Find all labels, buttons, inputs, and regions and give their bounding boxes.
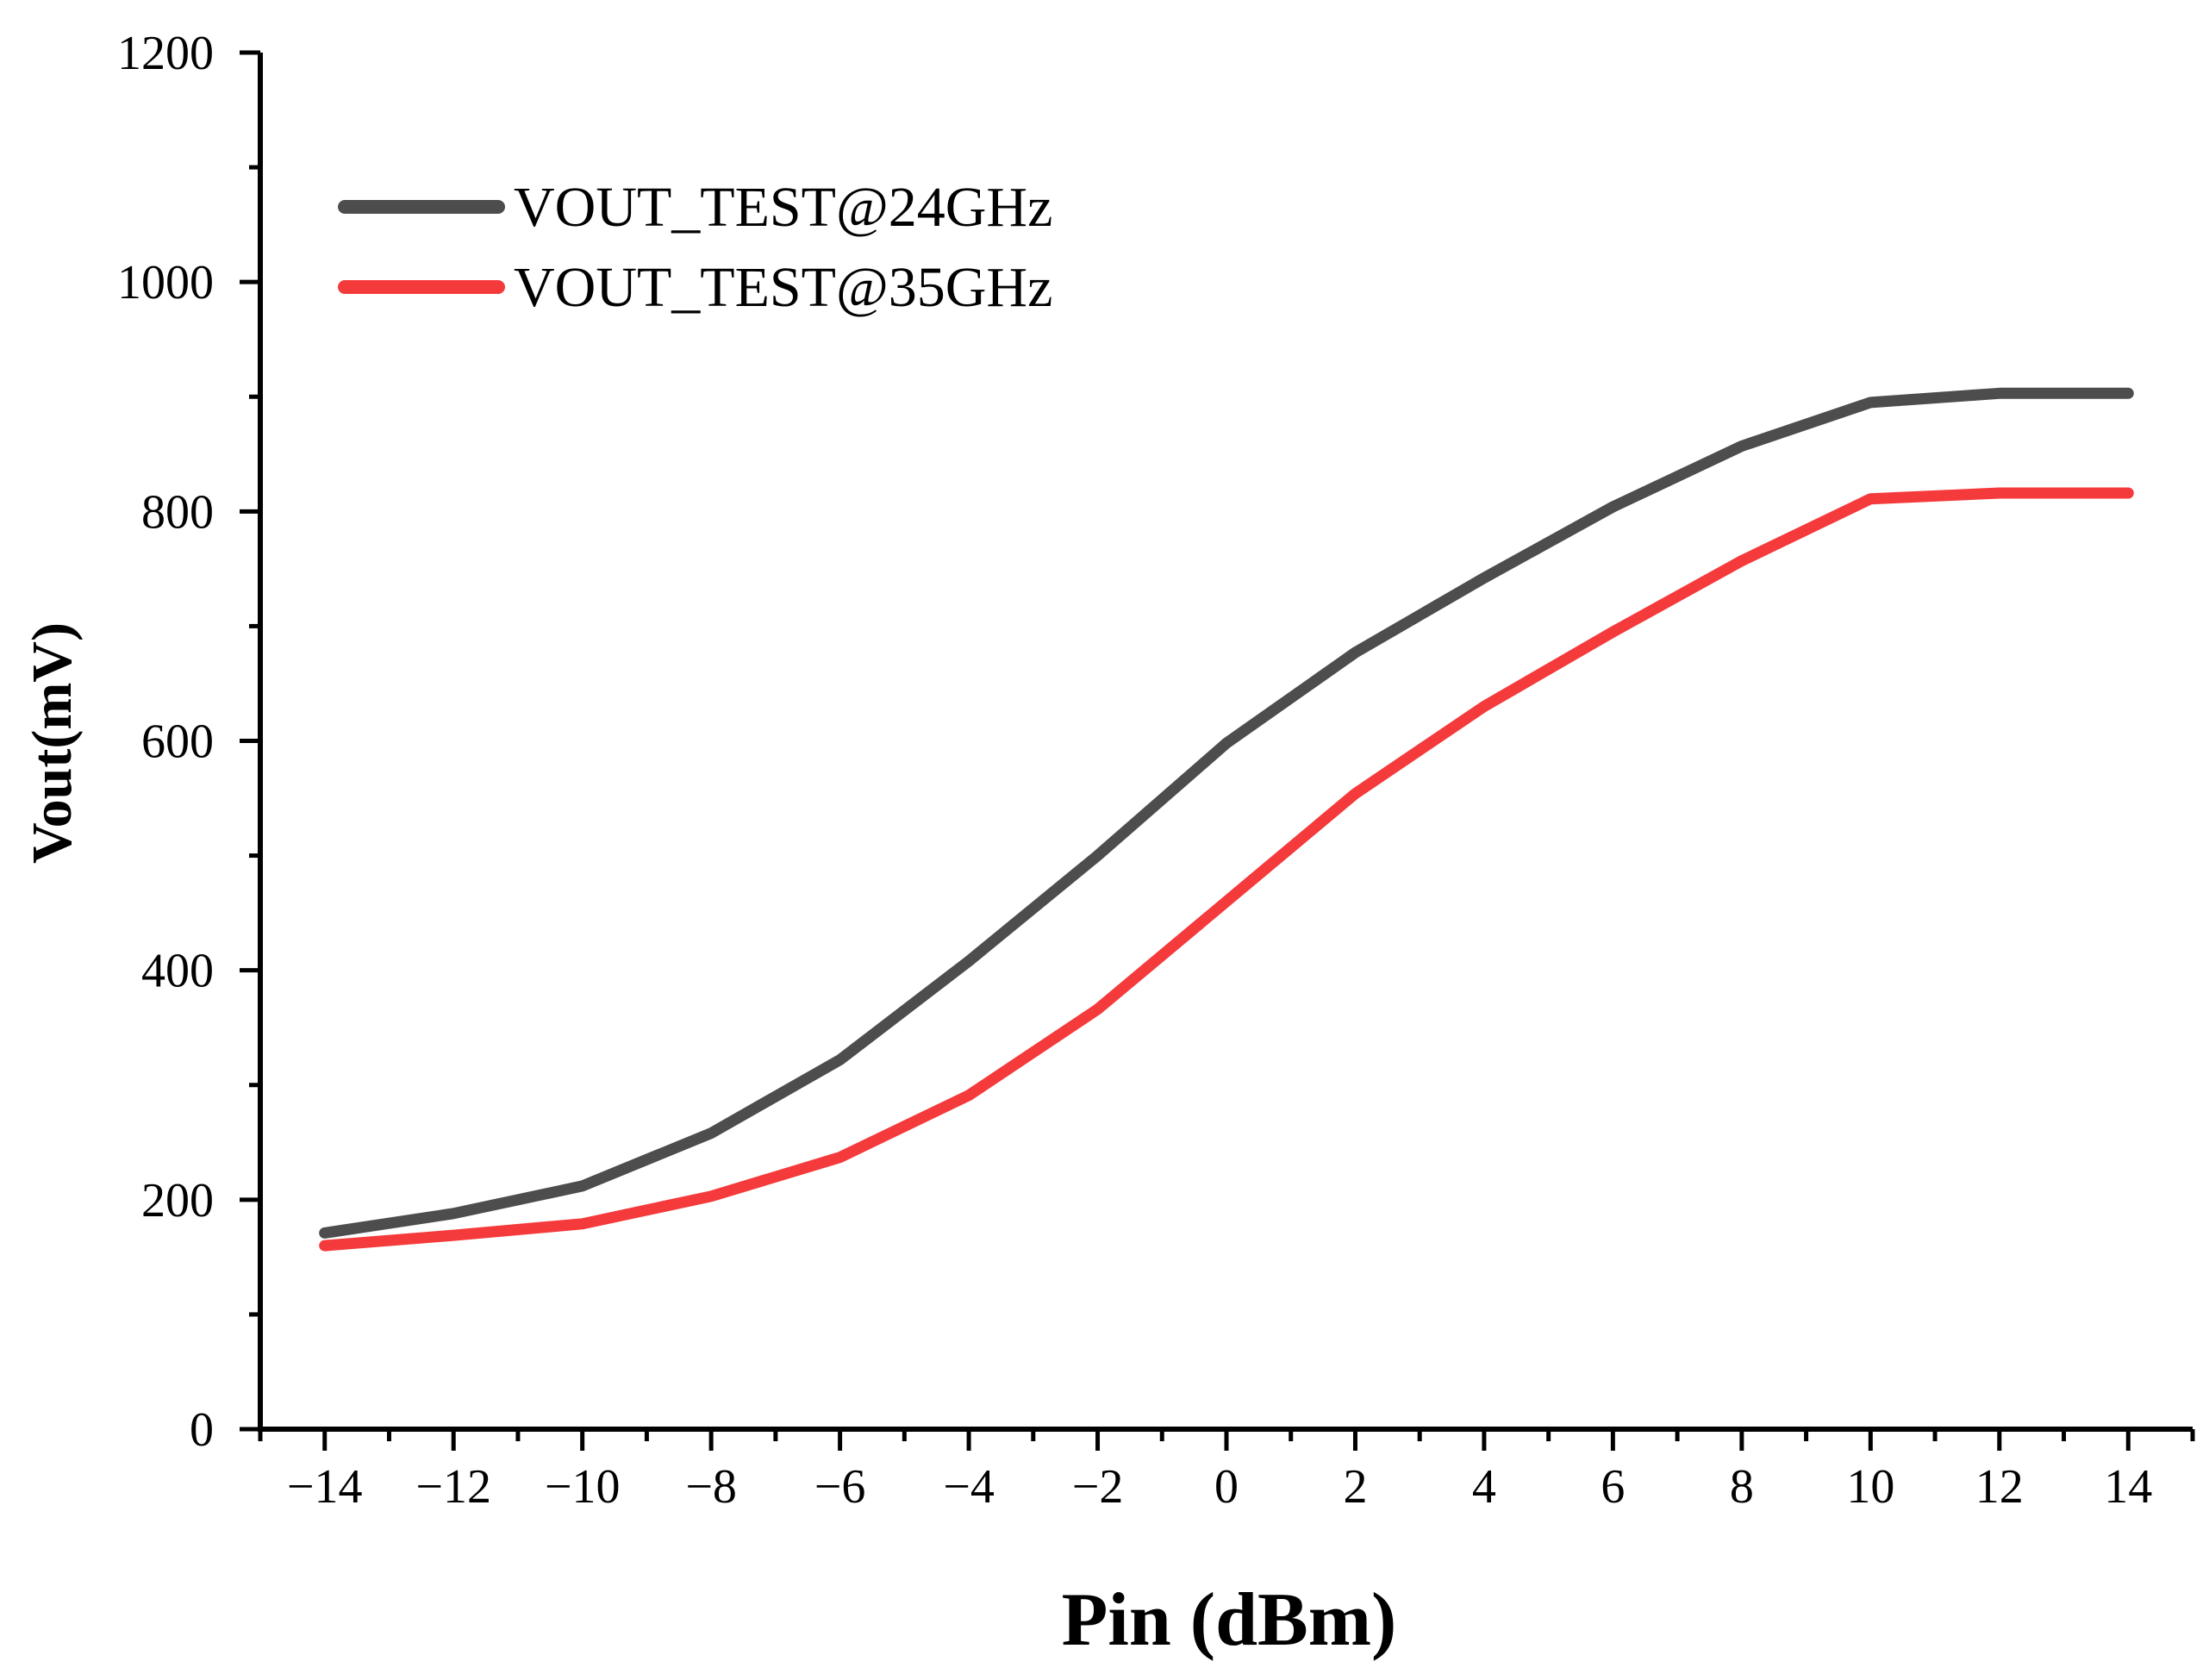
x-tick-label-12: 12 <box>1975 1460 2024 1514</box>
x-tick-label-4: 4 <box>1472 1460 1496 1514</box>
y-tick-label-400: 400 <box>141 945 214 998</box>
y-axis-title: Vout(mV) <box>21 622 84 864</box>
x-tick-label-minus-14: −14 <box>287 1460 363 1514</box>
x-tick-label-minus-8: −8 <box>685 1460 737 1514</box>
x-tick-label-10: 10 <box>1846 1460 1894 1514</box>
legend: VOUT_TEST@24GHz VOUT_TEST@35GHz <box>338 176 1052 319</box>
data-point-vout-test-24ghz-1 <box>452 1213 454 1215</box>
data-point-vout-test-24ghz-4 <box>839 1059 841 1060</box>
data-point-vout-test-24ghz-2 <box>582 1185 583 1187</box>
data-point-vout-test-24ghz-6 <box>1097 855 1099 857</box>
x-axis-ticks: −14 −12 −10 −8 −6 −4 −2 0 2 4 6 8 10 12 14 <box>258 1429 2195 1514</box>
x-tick-label-6: 6 <box>1601 1460 1625 1514</box>
data-point-vout-test-24ghz-8 <box>1354 652 1356 653</box>
data-point-vout-test-24ghz-3 <box>710 1133 712 1134</box>
data-point-vout-test-35ghz-1 <box>452 1234 454 1236</box>
data-point-vout-test-24ghz-10 <box>1612 506 1613 508</box>
data-point-vout-test-35ghz-14 <box>2127 492 2129 494</box>
data-point-vout-test-35ghz-5 <box>968 1095 970 1096</box>
data-point-vout-test-35ghz-0 <box>324 1245 326 1246</box>
series-line-vout-test-24ghz <box>319 387 2134 1239</box>
data-point-vout-test-35ghz-13 <box>1999 492 2000 494</box>
data-point-vout-test-35ghz-11 <box>1741 560 1743 562</box>
x-tick-label-8: 8 <box>1730 1460 1754 1514</box>
x-tick-label-minus-10: −10 <box>545 1460 621 1514</box>
data-point-vout-test-24ghz-0 <box>324 1232 326 1233</box>
x-tick-label-minus-2: −2 <box>1072 1460 1124 1514</box>
data-point-vout-test-24ghz-7 <box>1226 742 1227 744</box>
x-tick-label-14: 14 <box>2104 1460 2152 1514</box>
data-point-vout-test-24ghz-9 <box>1483 578 1485 579</box>
legend-label-35ghz: VOUT_TEST@35GHz <box>514 256 1052 319</box>
y-tick-label-1200: 1200 <box>117 27 214 80</box>
y-tick-label-200: 200 <box>141 1174 214 1227</box>
data-point-vout-test-24ghz-13 <box>1999 392 2000 394</box>
x-tick-label-0: 0 <box>1214 1460 1239 1514</box>
series-line-vout-test-35ghz <box>319 487 2134 1252</box>
data-point-vout-test-35ghz-3 <box>710 1196 712 1197</box>
data-point-vout-test-24ghz-5 <box>968 960 970 962</box>
data-point-vout-test-35ghz-12 <box>1869 498 1871 500</box>
x-tick-label-minus-12: −12 <box>415 1460 491 1514</box>
y-axis-ticks: 0 200 400 600 800 1000 1200 <box>117 27 260 1457</box>
y-tick-label-800: 800 <box>141 485 214 539</box>
x-tick-label-2: 2 <box>1343 1460 1367 1514</box>
data-point-vout-test-24ghz-12 <box>1869 402 1871 403</box>
data-point-vout-test-35ghz-4 <box>839 1157 841 1159</box>
legend-label-24ghz: VOUT_TEST@24GHz <box>514 176 1052 239</box>
x-tick-label-minus-4: −4 <box>943 1460 995 1514</box>
y-tick-label-1000: 1000 <box>117 256 214 309</box>
x-tick-label-minus-6: −6 <box>814 1460 866 1514</box>
data-point-vout-test-24ghz-14 <box>2127 392 2129 394</box>
data-point-vout-test-35ghz-8 <box>1354 793 1356 795</box>
data-point-vout-test-35ghz-6 <box>1097 1009 1099 1010</box>
y-tick-label-0: 0 <box>190 1403 214 1457</box>
x-axis-title: Pin (dBm) <box>1062 1578 1397 1662</box>
y-tick-label-600: 600 <box>141 715 214 769</box>
data-point-vout-test-35ghz-7 <box>1226 901 1227 902</box>
data-point-vout-test-35ghz-10 <box>1612 631 1613 633</box>
data-point-vout-test-35ghz-2 <box>582 1223 583 1225</box>
data-point-vout-test-35ghz-9 <box>1483 706 1485 708</box>
data-point-vout-test-24ghz-11 <box>1741 445 1743 447</box>
series-layer <box>319 387 2134 1252</box>
